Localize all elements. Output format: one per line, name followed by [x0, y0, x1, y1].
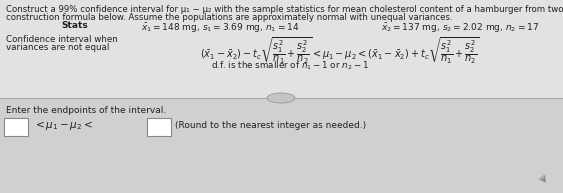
Text: $(\bar{x}_1 - \bar{x}_2) - t_c\sqrt{\dfrac{s_1^2}{n_1}+\dfrac{s_2^2}{n_2}}< \mu_: $(\bar{x}_1 - \bar{x}_2) - t_c\sqrt{\dfr… [200, 35, 480, 65]
Text: construction formula below. Assume the populations are approximately normal with: construction formula below. Assume the p… [6, 13, 453, 22]
Text: $\bar{x}_1 = 148$ mg, $s_1 = 3.69$ mg, $n_1 = 14$: $\bar{x}_1 = 148$ mg, $s_1 = 3.69$ mg, $… [141, 21, 299, 34]
Text: d.f. is the smaller of $n_1 - 1$ or $n_2 - 1$: d.f. is the smaller of $n_1 - 1$ or $n_2… [211, 60, 369, 73]
Text: Construct a 99% confidence interval for μ₁ − μ₂ with the sample statistics for m: Construct a 99% confidence interval for … [6, 5, 563, 14]
Text: (Round to the nearest integer as needed.): (Round to the nearest integer as needed.… [175, 120, 366, 130]
Text: Confidence interval when: Confidence interval when [6, 35, 118, 44]
Ellipse shape [267, 93, 295, 103]
Text: $\bar{x}_2 = 137$ mg, $s_2 = 2.02$ mg, $n_2 = 17$: $\bar{x}_2 = 137$ mg, $s_2 = 2.02$ mg, $… [381, 21, 539, 34]
Text: $< \mu_1 - \mu_2 <$: $< \mu_1 - \mu_2 <$ [33, 119, 93, 131]
Bar [0, 0, 563, 98]
Bar [0, 98, 563, 193]
Text: Stats: Stats [61, 21, 88, 30]
FancyBboxPatch shape [147, 118, 171, 136]
FancyBboxPatch shape [4, 118, 28, 136]
Text: Enter the endpoints of the interval.: Enter the endpoints of the interval. [6, 106, 166, 115]
Text: variances are not equal: variances are not equal [6, 43, 109, 52]
